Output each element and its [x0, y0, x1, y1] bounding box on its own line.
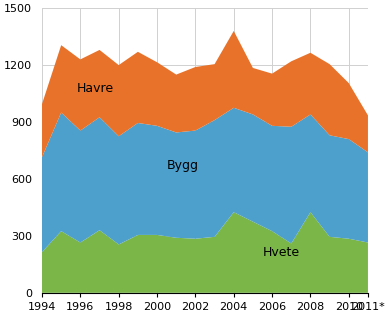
Text: Bygg: Bygg	[166, 160, 199, 173]
Text: Havre: Havre	[77, 82, 114, 95]
Text: Hvete: Hvete	[263, 246, 300, 259]
